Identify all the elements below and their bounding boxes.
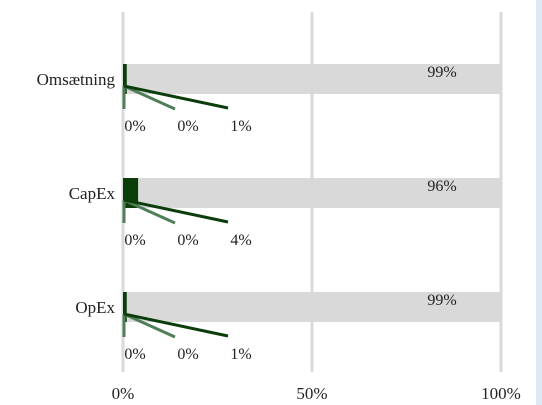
- bar-segment: [123, 64, 127, 94]
- leader-label: 1%: [230, 118, 251, 135]
- bar-remainder: [138, 178, 501, 208]
- leader-line: [123, 84, 176, 111]
- window-edge-strip: [536, 0, 542, 405]
- bar-value-label: 96%: [427, 178, 456, 195]
- bar-value-label: 99%: [427, 64, 456, 81]
- leader-line: [123, 84, 229, 110]
- x-tick-label: 0%: [112, 384, 135, 403]
- leader-label: 0%: [124, 232, 145, 249]
- leader-label: 0%: [124, 346, 145, 363]
- label-layer: 0% 50% 100% Omsætning 99% 0% 0% 1% CapEx 96% 0% 0% 4…: [37, 64, 521, 403]
- category-label: OpEx: [75, 298, 115, 317]
- x-tick-label: 50%: [296, 384, 327, 403]
- category-label: CapEx: [69, 184, 116, 203]
- leader-line: [123, 312, 176, 339]
- bar-layer: [122, 64, 501, 339]
- category-label: Omsætning: [37, 70, 116, 89]
- leader-line: [123, 198, 176, 225]
- leader-label: 1%: [230, 346, 251, 363]
- leader-label: 0%: [124, 118, 145, 135]
- bar-segment: [123, 292, 127, 322]
- leader-label: 0%: [177, 118, 198, 135]
- bar-value-label: 99%: [427, 292, 456, 309]
- leader-label: 0%: [177, 346, 198, 363]
- bar-remainder: [126, 292, 501, 322]
- x-tick-label: 100%: [481, 384, 521, 403]
- leader-line: [123, 312, 229, 338]
- leader-label: 0%: [177, 232, 198, 249]
- leader-line: [123, 198, 229, 224]
- bar-remainder: [126, 64, 501, 94]
- leader-label: 4%: [230, 232, 251, 249]
